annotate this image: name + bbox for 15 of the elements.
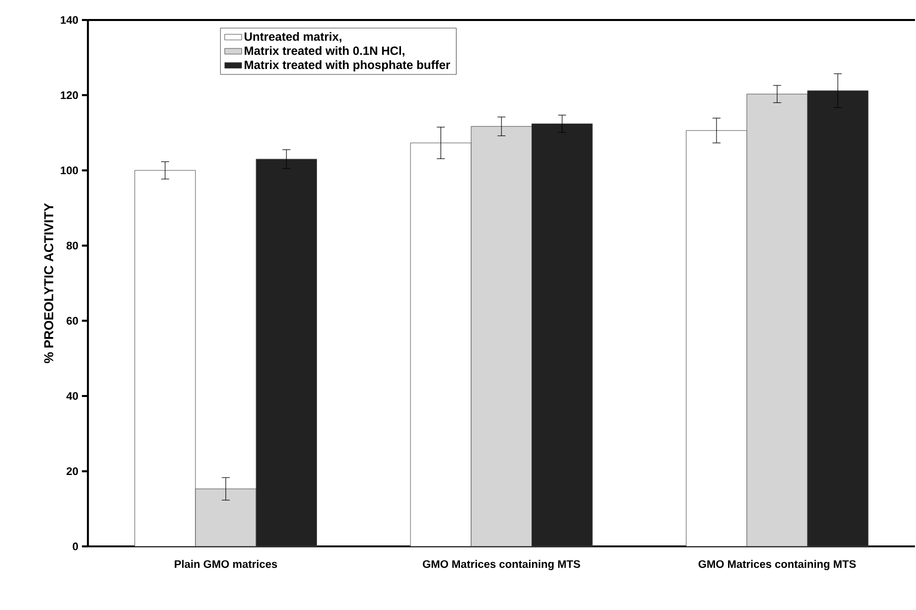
y-tick-label: 80 xyxy=(66,242,78,250)
y-tick-label: 120 xyxy=(60,91,78,99)
x-tick-label: Plain GMO matrices xyxy=(174,560,278,568)
y-tick-label: 140 xyxy=(60,16,78,24)
legend-label: Matrix treated with phosphate buffer xyxy=(244,60,450,72)
x-tick-label: GMO Matrices containing MTS xyxy=(422,560,580,570)
y-tick-label: 0 xyxy=(72,542,78,550)
x-tick-label: GMO Matrices containing MTS xyxy=(698,560,856,570)
y-axis-title: % PROEOLYTIC ACTIVITY xyxy=(44,202,54,363)
y-tick-label: 40 xyxy=(66,392,78,400)
y-tick-label: 100 xyxy=(60,166,78,174)
legend-label: Matrix treated with 0.1N HCl, xyxy=(244,46,404,57)
y-tick-label: 60 xyxy=(66,316,78,325)
y-tick-label: 20 xyxy=(66,467,78,475)
legend-label: Untreated matrix, xyxy=(244,32,342,42)
